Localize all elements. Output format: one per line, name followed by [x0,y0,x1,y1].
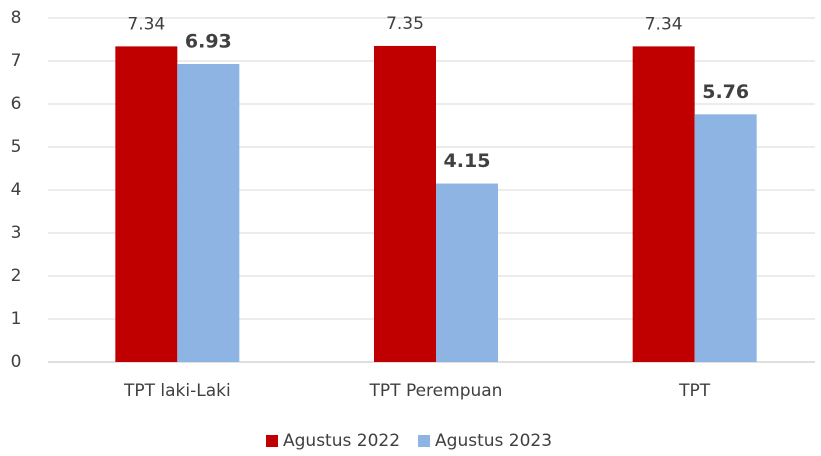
legend-label: Agustus 2023 [435,431,552,451]
x-tick-label: TPT Perempuan [369,381,503,401]
bar [694,114,757,362]
legend-swatch [418,435,431,447]
bar [632,46,695,362]
data-label: 6.93 [185,31,232,53]
legend-swatch [266,435,278,447]
data-label: 7.35 [386,14,424,34]
data-label: 5.76 [702,81,749,103]
y-tick-label: 5 [11,137,22,157]
data-label: 7.34 [645,14,683,34]
legend-label: Agustus 2022 [283,431,400,451]
bar [177,64,240,362]
bar [374,45,436,362]
data-label: 7.34 [127,14,165,34]
y-tick-label: 7 [11,51,22,71]
x-tick-label: TPT [678,381,711,401]
y-tick-label: 4 [11,180,22,200]
y-tick-label: 0 [11,352,22,372]
y-tick-label: 2 [11,266,22,286]
x-tick-label: TPT laki-Laki [123,381,231,401]
y-tick-label: 3 [11,223,22,243]
data-label: 4.15 [444,150,491,172]
bar [115,46,178,362]
y-tick-label: 1 [11,309,22,329]
y-tick-label: 8 [11,8,22,28]
bar [436,183,498,362]
y-tick-label: 6 [11,94,22,114]
